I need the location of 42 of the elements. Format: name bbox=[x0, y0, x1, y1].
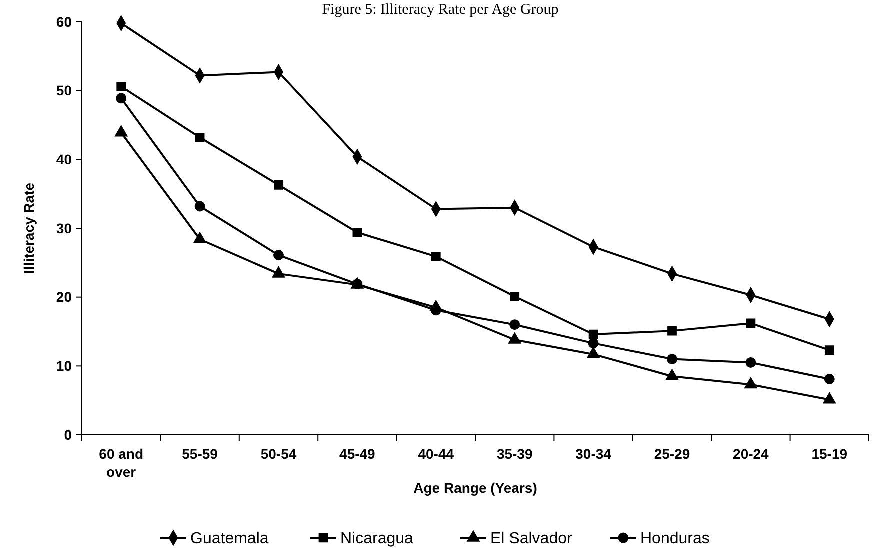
x-tick-label: 55-59 bbox=[182, 446, 218, 462]
x-tick-label: 35-39 bbox=[496, 446, 533, 462]
legend-label: Nicaragua bbox=[340, 530, 414, 548]
x-tick-label: 30-34 bbox=[576, 446, 612, 462]
x-tick-label: 20-24 bbox=[733, 446, 770, 462]
x-axis-title: Age Range (Years) bbox=[414, 480, 538, 496]
point bbox=[274, 180, 284, 190]
point bbox=[824, 374, 835, 384]
point bbox=[431, 252, 441, 262]
y-tick-label: 60 bbox=[56, 14, 72, 30]
point bbox=[668, 326, 677, 336]
point bbox=[588, 330, 598, 340]
y-tick-label: 30 bbox=[56, 220, 72, 236]
point bbox=[194, 201, 206, 212]
x-tick-label: 60 and over bbox=[99, 446, 144, 480]
x-tick-label: 25-29 bbox=[654, 446, 690, 462]
legend-label: Honduras bbox=[640, 530, 710, 548]
y-tick-label: 0 bbox=[64, 426, 72, 443]
point bbox=[116, 82, 126, 92]
x-tick-label: 15-19 bbox=[812, 446, 848, 462]
x-tick-label: 50-54 bbox=[260, 446, 297, 462]
point bbox=[588, 338, 599, 349]
point bbox=[824, 346, 834, 356]
x-tick-label: 40-44 bbox=[418, 446, 454, 462]
y-tick-label: 50 bbox=[56, 82, 72, 99]
x-tick-label: 45-49 bbox=[340, 446, 376, 462]
point bbox=[510, 292, 520, 302]
chart-title: Figure 5: Illiteracy Rate per Age Group bbox=[322, 2, 559, 18]
point bbox=[195, 132, 205, 142]
point bbox=[746, 358, 756, 368]
legend-label: Guatemala bbox=[190, 530, 269, 548]
y-axis-title: Illiteracy Rate bbox=[21, 182, 37, 274]
y-tick-label: 20 bbox=[56, 289, 72, 306]
point bbox=[274, 250, 284, 261]
point bbox=[510, 320, 520, 330]
point bbox=[352, 228, 362, 238]
y-tick-label: 10 bbox=[56, 358, 72, 374]
legend-label: El Salvador bbox=[490, 530, 573, 548]
point bbox=[116, 93, 127, 104]
y-tick-label: 40 bbox=[56, 152, 72, 168]
point bbox=[667, 354, 678, 364]
point bbox=[746, 318, 756, 328]
